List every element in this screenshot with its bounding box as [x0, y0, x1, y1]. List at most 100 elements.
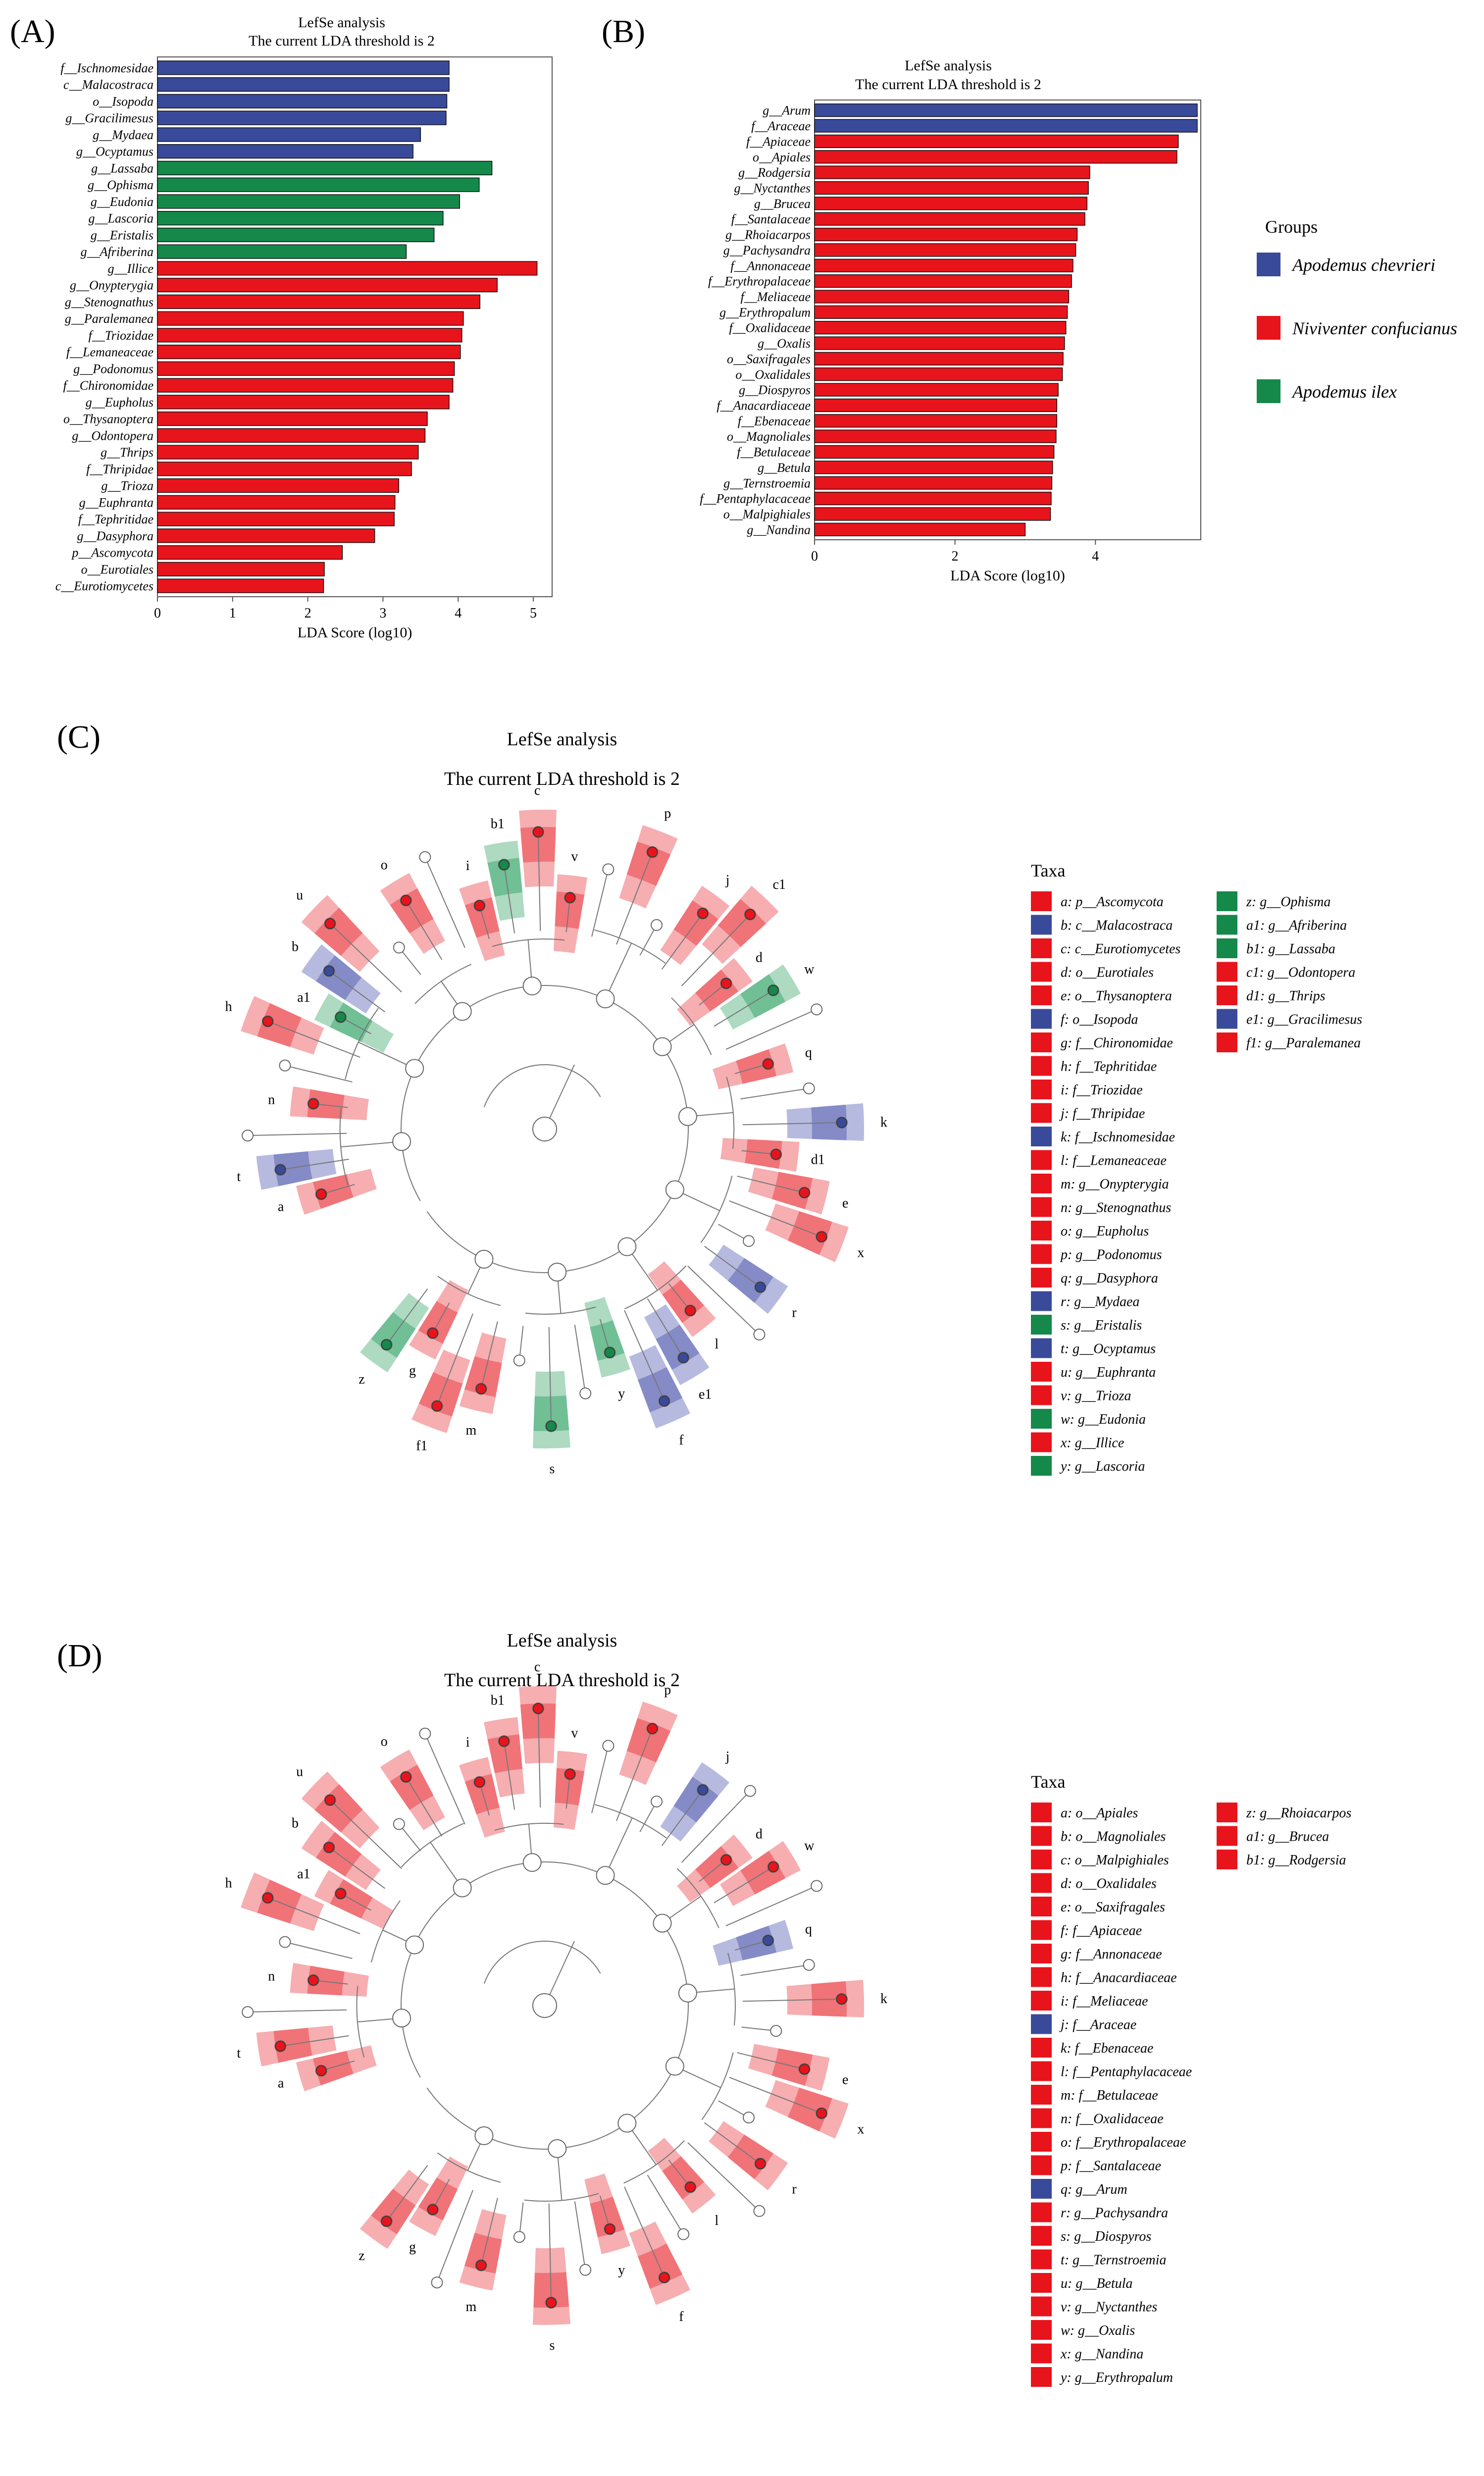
panel-c-node-9 — [548, 1262, 567, 1282]
panel-c-taxa-label-i: i: f__Triozidae — [1061, 1083, 1143, 1098]
panel-a-xlabel: LDA Score (log10) — [298, 624, 412, 641]
panel-c-leaf-branch-13 — [503, 865, 515, 933]
panel-c-labels: a b c d e f g h i j k l m n o p q r s t u v w x y z a1 b1 c1 d1 e1 f1 — [225, 783, 887, 1477]
panel-c-code-j: j — [725, 873, 730, 888]
panel-d-taxa-label-e: e: o__Saxifragales — [1061, 1900, 1165, 1915]
panel-d-taxa-label-o: o: f__Erythropalaceae — [1061, 2135, 1186, 2150]
panel-d-highlight-core-i — [464, 1774, 500, 1814]
panel-d-taxa-swatch-y — [1031, 2367, 1052, 2387]
panel-a-bar-f-chironomidae — [157, 378, 454, 393]
panel-d-leaf-branch-14 — [537, 1708, 541, 1808]
panel-a-label-c-eurotiomycetes: c__Eurotiomycetes — [55, 579, 154, 593]
panel-d-leaf-branch-23 — [725, 1885, 817, 1926]
panel-d-taxa-swatch-a — [1031, 1803, 1052, 1822]
panel-c-leaf-branch-20 — [681, 914, 751, 986]
panel-c-biomarker-d1 — [770, 1149, 781, 1160]
panel-d-ring-core — [483, 1941, 601, 1984]
panel-c-biomarker-t — [275, 1164, 286, 1175]
panel-d-leaf-branch-11 — [424, 1733, 465, 1825]
panel-c-biomarker-j — [697, 908, 709, 919]
panel-d-taxa-label-p: p: f__Santalaceae — [1060, 2159, 1161, 2174]
panel-b-bar-g-oxalis — [814, 336, 1065, 350]
panel-c-clade-stem-1 — [358, 1041, 415, 1069]
panel-d-biomarker-i — [474, 1777, 485, 1788]
panel-d-leaf-node-32 — [753, 2205, 766, 2217]
panel-a-bar-g-thrips — [157, 445, 419, 460]
panel-b-bar-f-santalaceae — [814, 212, 1085, 226]
panel-c-code-n: n — [268, 1092, 275, 1108]
panel-c-taxa-label-r: r: g__Mydaea — [1061, 1294, 1139, 1310]
panel-d-code-r: r — [792, 2182, 797, 2197]
panel-d-node-5 — [653, 1913, 672, 1933]
panel-d-taxa-swatch-z — [1217, 1803, 1237, 1822]
panel-d-node-7 — [665, 2057, 684, 2076]
panel-c-code-v: v — [571, 849, 578, 864]
panel-a-bar-g-onypterygia — [157, 278, 498, 293]
panel-c-biomarker-n — [308, 1098, 319, 1109]
panel-b-subtitle: The current LDA threshold is 2 — [855, 76, 1041, 93]
panel-d-leaf-branch-13 — [503, 1741, 515, 1810]
panel-c-highlight-core-d1 — [745, 1139, 782, 1169]
panel-a-bar-g-ophisma — [157, 177, 480, 192]
panel-c-ring-core — [483, 1064, 601, 1107]
panel-c-taxa-label-c1: c1: g__Odontopera — [1246, 965, 1355, 980]
panel-b-bar-g-nyctanthes — [814, 181, 1089, 195]
panel-a-bar-o-eurotiales — [157, 562, 325, 576]
panel-d-leaf-branch-16 — [591, 1746, 609, 1813]
panel-c-highlight-core-i — [464, 897, 500, 938]
panel-c-code-y: y — [618, 1386, 625, 1401]
panel-a-label-g-euphranta: g__Euphranta — [79, 495, 154, 510]
panel-d-highlight-core-h — [257, 1879, 302, 1924]
panel-c-taxa-label-w: w: g__Eudonia — [1061, 1412, 1146, 1427]
panel-c-node-6 — [678, 1107, 697, 1126]
panel-c-root-node — [532, 1117, 557, 1141]
panel-c-taxa-swatch-k — [1031, 1127, 1052, 1146]
panel-c-taxa-label-e1: e1: g__Gracilimesus — [1246, 1012, 1362, 1028]
panel-d-code-q: q — [805, 1922, 812, 1937]
panel-c-biomarker-e — [799, 1187, 810, 1198]
panel-c-biomarker-e1 — [678, 1352, 689, 1363]
panel-c-biomarker-o — [401, 895, 411, 906]
panel-d-taxa-label-s: s: g__Diospyros — [1061, 2229, 1151, 2244]
panel-d-code-s: s — [549, 2338, 555, 2353]
panel-d-taxa-label-u: u: g__Betula — [1061, 2276, 1132, 2291]
panel-d-highlight-core-e — [771, 2048, 813, 2086]
panel-d-taxa-swatch-f — [1031, 1920, 1052, 1940]
panel-c-node-10 — [474, 1249, 494, 1269]
panel-a-label-g-eupholus: g__Eupholus — [86, 395, 154, 410]
panel-c-biomarker-b — [323, 965, 335, 977]
panel-d-code-p: p — [664, 1683, 671, 1698]
panel-d-taxa-label-a: a: o__Apiales — [1061, 1805, 1138, 1821]
panel-d-leaf-branch-28 — [737, 2052, 805, 2070]
panel-b-label-f-araceae: f__Araceae — [751, 119, 811, 133]
panel-d-biomarker-m — [475, 2260, 487, 2271]
panel-c-code-b1: b1 — [491, 816, 505, 831]
panel-d-labels: a b c d e f g h i j k l m n o p q r s t u v w x y z a1 b1 — [225, 1659, 887, 2353]
panel-c-biomarker-a1 — [335, 1012, 346, 1023]
panel-c-leaf-branch-25 — [740, 1087, 809, 1100]
panel-d-taxa-label-t: t: g__Ternstroemia — [1061, 2253, 1166, 2268]
groups-legend: Groups Apodemus chevrieri Niviventer con… — [1257, 217, 1457, 403]
panel-b-label-o-malpighiales: o__Malpighiales — [723, 507, 811, 521]
panel-d-biomarker-q — [763, 1935, 773, 1946]
panel-c-biomarker-z — [381, 1339, 392, 1350]
panel-d-code-a1: a1 — [297, 1866, 310, 1882]
panel-c-taxa-swatch-l — [1031, 1150, 1052, 1170]
panel-c-taxa-swatch-x — [1031, 1432, 1052, 1452]
panel-d-biomarker-s — [546, 2297, 557, 2308]
panel-c-highlight-core-p — [626, 841, 671, 886]
panel-d-biomarker-a1 — [335, 1888, 346, 1899]
panel-d-taxa-label-v: v: g__Nyctanthes — [1061, 2300, 1157, 2315]
panel-c-leaf-branch-43 — [386, 1288, 428, 1345]
panel-c-biomarker-m — [475, 1383, 487, 1394]
panel-c-biomarker-b1 — [499, 859, 510, 871]
panel-c-taxa-label-e: e: o__Thysanoptera — [1061, 988, 1172, 1004]
panel-c-leaf-node-39 — [513, 1354, 525, 1367]
panel-c-highlight-core-a — [313, 1174, 354, 1209]
panel-c-node-2 — [453, 1002, 472, 1021]
panel-a-bar-g-eristalis — [157, 227, 435, 242]
panel-c-code-e: e — [842, 1196, 848, 1211]
panel-d-taxa-label-r: r: g__Pachysandra — [1061, 2206, 1168, 2221]
panel-c-taxa-label-t: t: g__Ocyptamus — [1061, 1341, 1156, 1357]
panel-c-highlight-core-f1 — [418, 1372, 463, 1417]
